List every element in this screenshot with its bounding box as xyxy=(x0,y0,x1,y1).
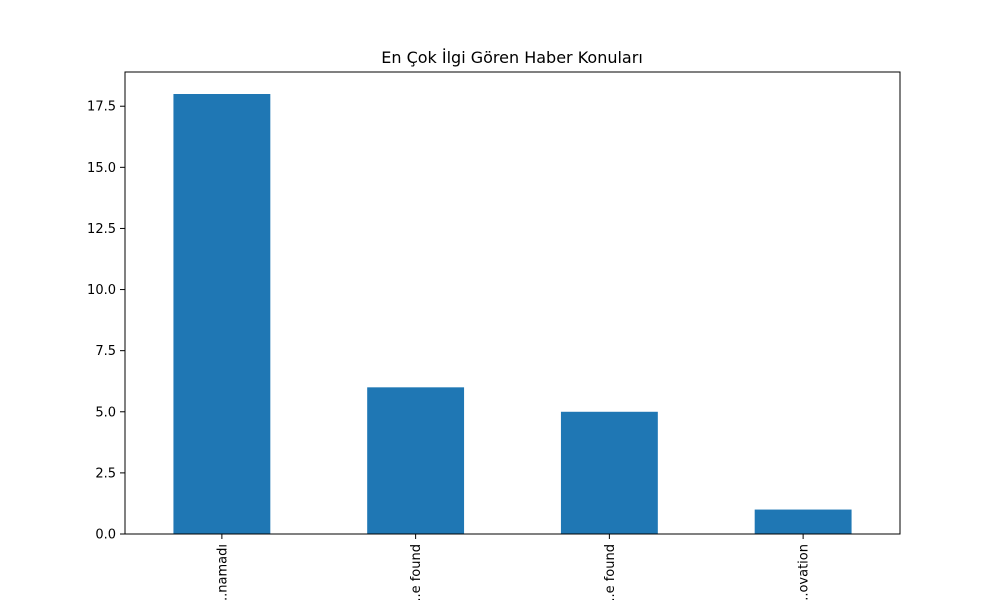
bar-2 xyxy=(367,387,465,534)
y-tick-label: 12.5 xyxy=(87,222,116,237)
y-tick-label: 15.0 xyxy=(87,161,116,176)
bar-1 xyxy=(173,94,271,534)
bar-4 xyxy=(754,509,852,534)
plot-frame xyxy=(124,71,901,535)
x-tick-label: ...namadı xyxy=(215,544,230,600)
x-tick-label: ...ovation xyxy=(797,544,812,600)
y-axis: 0.0 2.5 5.0 7.5 10.0 12.5 15.0 17.5 xyxy=(87,100,125,543)
x-axis: ...namadı ...e found ...e found ...ovation xyxy=(215,534,812,600)
x-tick-label: ...e found xyxy=(409,544,424,600)
y-tick-label: 0.0 xyxy=(95,528,116,543)
bars-layer xyxy=(173,94,852,534)
y-tick-label: 10.0 xyxy=(87,283,116,298)
bar-3 xyxy=(560,411,658,534)
y-tick-label: 5.0 xyxy=(95,405,116,420)
y-tick-label: 7.5 xyxy=(95,344,116,359)
chart-title: En Çok İlgi Gören Haber Konuları xyxy=(381,48,643,67)
y-tick-label: 2.5 xyxy=(95,466,116,481)
y-tick-label: 17.5 xyxy=(87,100,116,115)
x-tick-label: ...e found xyxy=(603,544,618,600)
